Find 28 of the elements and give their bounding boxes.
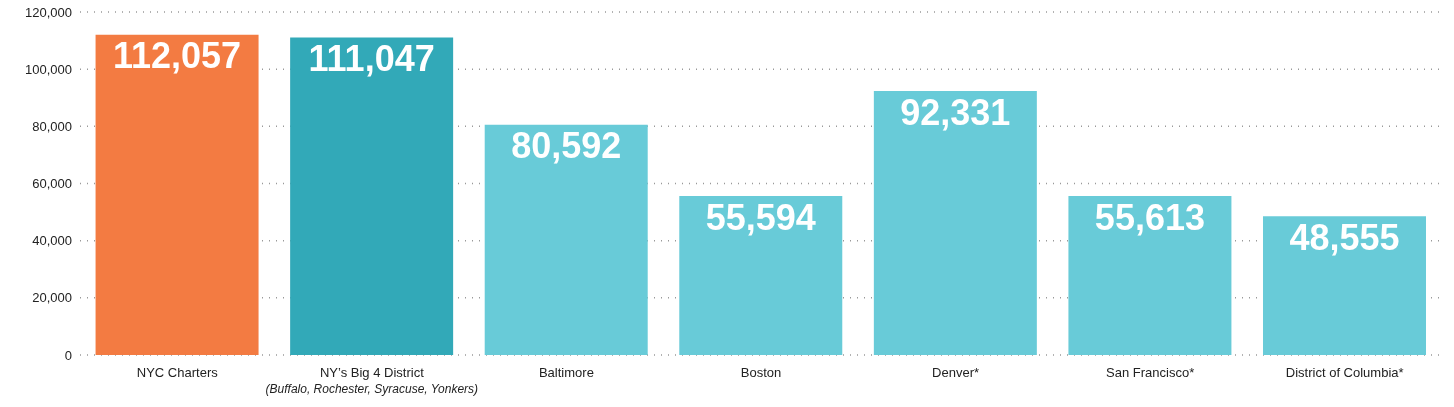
x-tick-label: NYC Charters (136, 365, 219, 380)
data-label: 55,594 (705, 196, 816, 238)
x-tick-label: Boston (740, 365, 782, 380)
bar (679, 196, 843, 355)
bar (873, 91, 1037, 355)
y-tick-label: 80,000 (32, 118, 72, 134)
x-tick-label: Denver* (932, 365, 980, 380)
data-label: 48,555 (1289, 216, 1400, 258)
bar (1068, 196, 1232, 355)
y-tick-label: 0 (64, 347, 72, 363)
data-label: 80,592 (511, 125, 622, 167)
y-tick-label: 60,000 (32, 176, 72, 192)
y-tick-label: 120,000 (25, 4, 72, 20)
data-label: 112,057 (112, 35, 242, 77)
x-tick-label: Baltimore (538, 365, 594, 380)
bar (1262, 216, 1426, 355)
y-tick-label: 20,000 (32, 290, 72, 306)
data-label: 55,613 (1094, 196, 1205, 238)
x-tick-label: NY’s Big 4 District (Buffalo, Rochester, Syracuse, Yonkers) (265, 365, 479, 396)
data-label: 111,047 (308, 38, 435, 80)
y-tick-label: 100,000 (25, 61, 72, 77)
bar (290, 37, 454, 355)
bar (484, 124, 648, 355)
data-label: 92,331 (900, 91, 1011, 133)
y-tick-label: 40,000 (32, 233, 72, 249)
x-tick-label: San Francisco* (1106, 365, 1195, 380)
bar (95, 34, 259, 355)
x-tick-label: District of Columbia* (1285, 365, 1404, 380)
